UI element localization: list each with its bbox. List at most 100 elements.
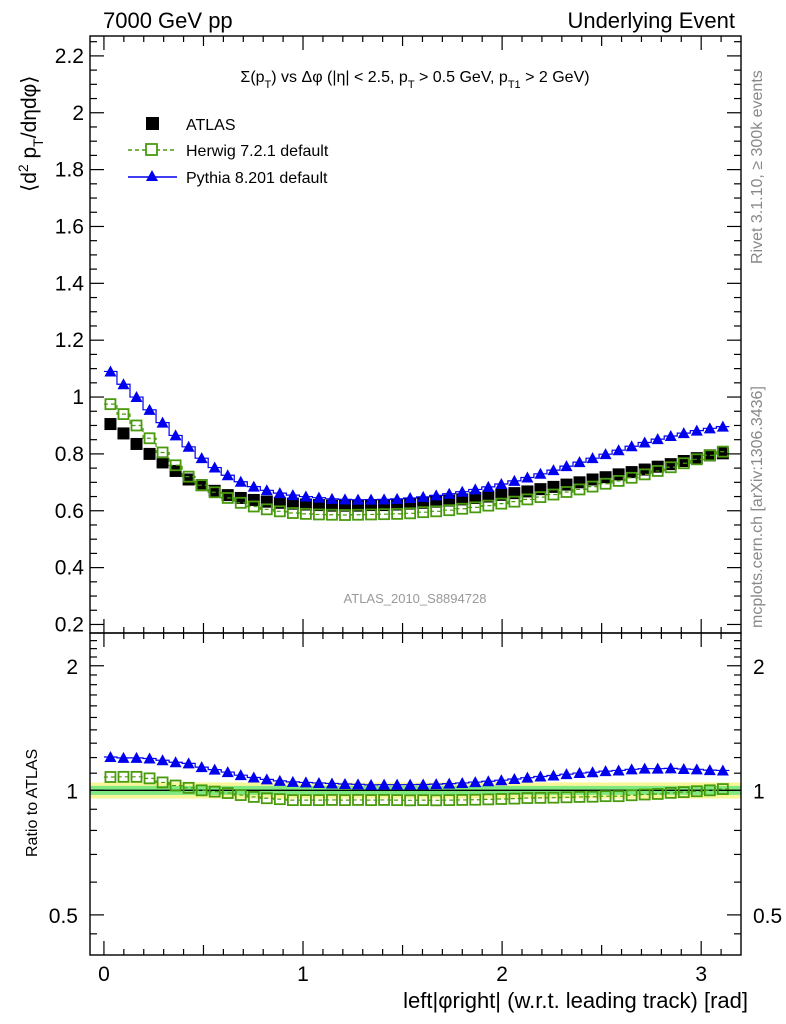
ratio-s0-open-square-27 — [456, 794, 469, 806]
point-s1-open-square-16 — [313, 508, 325, 521]
series-line-2 — [103, 370, 730, 501]
point-s1-open-square-42 — [651, 465, 664, 477]
ratio-s0-open-square-4 — [156, 776, 169, 789]
point-s2-filled-triangle-32 — [521, 471, 534, 483]
ratio-s0-open-square-7 — [195, 784, 208, 797]
point-s2-filled-triangle-9 — [221, 469, 234, 481]
ylab-sup2: 2 — [15, 164, 31, 172]
point-s1-open-square-13 — [273, 505, 286, 518]
point-s1-open-square-4 — [156, 446, 169, 459]
point-s1-open-square-11 — [247, 500, 260, 513]
point-s2-filled-triangle-0 — [104, 365, 117, 377]
ylab-part3: /dηdφ⟩ — [18, 76, 41, 139]
ratio-s1-filled-triangle-33 — [534, 770, 547, 782]
x-tick-label: 1 — [297, 963, 309, 986]
ratio-s0-open-square-29 — [482, 793, 495, 806]
y-tick-label: 2.2 — [55, 45, 84, 68]
ratio-s0-open-square-32 — [521, 792, 534, 804]
top-panel-marks — [103, 365, 730, 521]
ratio-s1-filled-triangle-46 — [703, 764, 716, 776]
ratio-line-1 — [103, 756, 730, 786]
ratio-s0-open-square-11 — [247, 791, 260, 803]
point-s1-open-square-8 — [208, 486, 221, 499]
ratio-y-tick-label-left: 0.5 — [49, 905, 78, 928]
ratio-s0-open-square-3 — [143, 772, 156, 785]
ratio-s0-open-square-33 — [534, 791, 547, 804]
ratio-s0-open-square-28 — [469, 793, 482, 806]
ratio-s0-open-square-44 — [677, 786, 690, 799]
ylab-part2: p — [18, 147, 41, 165]
point-s2-filled-triangle-40 — [625, 440, 638, 452]
point-s1-open-square-26 — [443, 504, 456, 517]
x-axis-label: left|φright| (w.r.t. leading track) [rad… — [403, 988, 748, 1013]
ratio-s0-open-square-16 — [313, 794, 325, 807]
ratio-s0-open-square-25 — [430, 794, 443, 807]
legend-label-herwig: Herwig 7.2.1 default — [186, 143, 329, 160]
ratio-s1-filled-triangle-47 — [716, 764, 729, 776]
point-s2-filled-triangle-23 — [404, 491, 417, 503]
ratio-s1-filled-triangle-11 — [247, 771, 260, 783]
point-s1-open-square-39 — [612, 475, 625, 487]
ratio-s0-open-square-9 — [221, 787, 234, 799]
ratio-s0-open-square-19 — [352, 794, 364, 806]
point-s1-open-square-27 — [456, 502, 469, 515]
point-s0-filled-square-2 — [130, 437, 143, 450]
point-s1-open-square-33 — [534, 491, 547, 504]
ratio-s1-filled-triangle-38 — [599, 765, 612, 777]
ratio-s1-filled-triangle-0 — [104, 750, 117, 762]
axes: 0 1 2 3 0.2 0.4 0.6 0.8 1 1.2 1.4 1.6 1.8 2 2.2 0.5 0.5 1… — [49, 36, 782, 986]
point-s0-filled-square-31 — [508, 487, 521, 500]
ratio-y-tick-label-right: 2 — [753, 656, 765, 679]
point-s2-filled-triangle-18 — [338, 493, 351, 505]
ratio-s1-filled-triangle-20 — [365, 778, 378, 790]
point-s0-filled-square-14 — [286, 497, 299, 510]
ratio-s1-filled-triangle-30 — [495, 774, 508, 786]
point-s2-filled-triangle-4 — [156, 416, 169, 428]
y-axis-label: ⟨d2 pT/dηdφ⟩ — [15, 76, 46, 192]
point-s1-open-square-19 — [352, 508, 364, 521]
legend-label-pythia: Pythia 8.201 default — [186, 170, 328, 187]
point-s1-open-square-25 — [430, 505, 443, 518]
y-tick-label: 1.2 — [55, 329, 84, 352]
y-tick-label: 0.4 — [55, 557, 85, 580]
point-s2-filled-triangle-33 — [534, 467, 547, 479]
y-tick-label: 0.6 — [55, 500, 84, 523]
title-sigma: Σ(p — [240, 69, 264, 86]
point-s1-open-square-36 — [573, 483, 586, 496]
point-s2-filled-triangle-11 — [247, 480, 260, 492]
ratio-s1-filled-triangle-31 — [508, 773, 521, 785]
ratio-s0-open-square-22 — [391, 794, 404, 807]
point-s2-filled-triangle-27 — [456, 485, 469, 497]
point-s2-filled-triangle-13 — [273, 487, 286, 499]
point-s1-open-square-18 — [339, 509, 351, 521]
ratio-s1-filled-triangle-13 — [273, 774, 286, 786]
point-s2-filled-triangle-25 — [430, 489, 443, 501]
point-s1-open-square-35 — [560, 486, 573, 498]
ratio-s0-open-square-17 — [326, 794, 338, 806]
point-s1-open-square-14 — [286, 507, 299, 519]
point-s2-filled-triangle-26 — [443, 487, 456, 499]
point-s2-filled-triangle-41 — [638, 436, 651, 448]
title-part2: ) vs Δφ (|η| < 2.5, p — [271, 69, 408, 86]
point-s0-filled-square-3 — [143, 447, 156, 460]
point-s1-open-square-41 — [638, 468, 651, 481]
point-s2-filled-triangle-24 — [417, 490, 430, 502]
point-s1-open-square-46 — [703, 449, 716, 462]
ratio-s1-filled-triangle-4 — [156, 754, 169, 766]
point-s2-filled-triangle-14 — [286, 489, 299, 501]
ratio-s1-filled-triangle-42 — [651, 762, 664, 774]
ratio-s1-filled-triangle-15 — [299, 776, 312, 788]
ratio-s1-filled-triangle-24 — [417, 778, 430, 790]
y-tick-label: 1.6 — [55, 215, 84, 238]
ratio-s0-open-square-20 — [365, 794, 377, 807]
title-sub-t: T — [265, 79, 272, 91]
ratio-s0-open-square-41 — [638, 788, 651, 801]
point-s2-filled-triangle-45 — [690, 424, 703, 436]
ratio-s0-open-square-18 — [339, 794, 351, 807]
ratio-s1-filled-triangle-37 — [586, 766, 599, 778]
ratio-s0-open-square-23 — [404, 794, 417, 807]
title-part3: > 0.5 GeV, p — [415, 69, 508, 86]
ratio-y-tick-label-left: 2 — [66, 656, 78, 679]
ratio-s1-filled-triangle-18 — [338, 777, 351, 789]
point-s1-open-square-37 — [586, 480, 599, 493]
